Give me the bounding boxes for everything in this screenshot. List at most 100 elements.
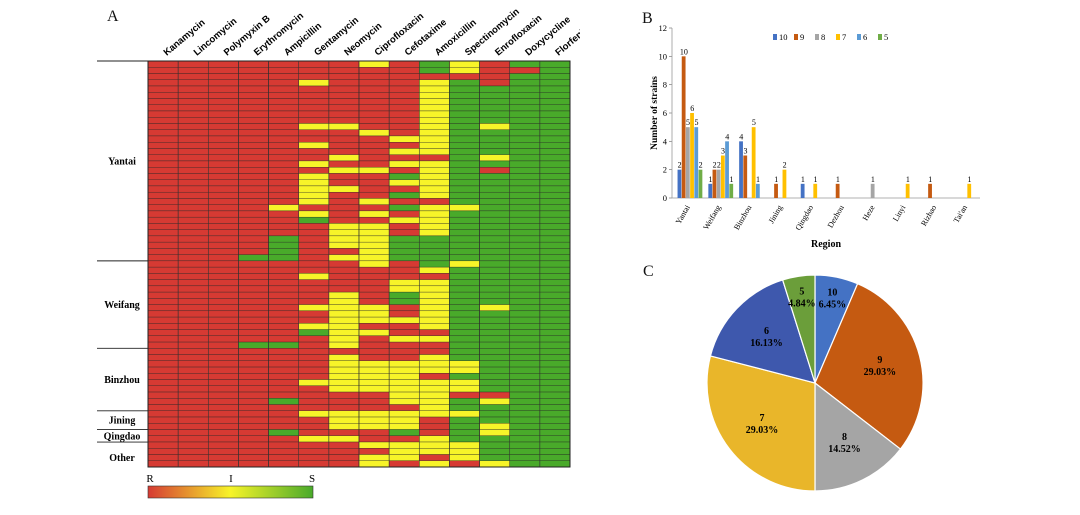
heatmap-cell: [238, 266, 269, 274]
heatmap-cell: [509, 441, 541, 449]
heatmap-cell: [298, 341, 330, 349]
heatmap-cell: [509, 104, 541, 112]
heatmap-cell: [539, 210, 571, 218]
heatmap-cell: [147, 291, 179, 299]
heatmap-cell: [358, 310, 390, 318]
heatmap-cell: [479, 373, 510, 380]
heatmap-cell: [358, 416, 390, 424]
heatmap-cell: [539, 148, 571, 155]
heatmap-cell: [358, 85, 390, 93]
heatmap-cell: [479, 416, 510, 424]
heatmap-cell: [479, 348, 510, 355]
heatmap-cell: [419, 441, 450, 449]
heatmap-cell: [419, 79, 450, 87]
heatmap-cell: [539, 216, 571, 224]
heatmap-cell: [208, 335, 239, 343]
heatmap-cell: [208, 260, 239, 268]
heatmap-cell: [328, 398, 360, 405]
heatmap-cell: [358, 241, 390, 249]
heatmap-cell: [328, 123, 360, 130]
heatmap-cell: [419, 335, 450, 343]
heatmap-cell: [208, 85, 239, 93]
heatmap-cell: [358, 448, 390, 455]
heatmap-cell: [449, 216, 480, 224]
heatmap-cell: [449, 117, 480, 124]
heatmap-cell: [539, 185, 571, 193]
heatmap-cell: [238, 354, 269, 361]
heatmap-cell: [449, 110, 480, 118]
heatmap-cell: [328, 291, 360, 299]
heatmap-cell: [388, 304, 420, 312]
heatmap-cell: [479, 85, 510, 93]
heatmap-cell: [298, 67, 330, 74]
heatmap-cell: [268, 329, 299, 337]
heatmap-cell: [147, 373, 179, 380]
heatmap-cell: [208, 160, 239, 168]
heatmap-cell: [147, 398, 179, 405]
legend-label: 9: [800, 32, 804, 42]
heatmap-cell: [358, 104, 390, 112]
heatmap-cell: [328, 266, 360, 274]
heatmap-cell: [177, 316, 209, 324]
heatmap-cell: [419, 241, 450, 249]
heatmap-cell: [358, 379, 390, 386]
heatmap-cell: [509, 329, 541, 337]
heatmap-cell: [238, 323, 269, 330]
heatmap-cell: [208, 60, 239, 68]
heatmap-cell: [208, 341, 239, 349]
region-label: Binzhou: [104, 375, 140, 386]
heatmap-cell: [539, 248, 571, 255]
heatmap-cell: [328, 235, 360, 243]
heatmap-cell: [388, 435, 420, 443]
heatmap-cell: [509, 160, 541, 168]
legend-swatch: [878, 34, 882, 40]
heatmap-cell: [449, 185, 480, 193]
heatmap-cell: [509, 73, 541, 80]
heatmap-cell: [328, 448, 360, 455]
heatmap-cell: [449, 73, 480, 80]
heatmap-cell: [509, 223, 541, 230]
heatmap-cell: [298, 241, 330, 249]
bar: [729, 183, 734, 198]
heatmap-cell: [177, 373, 209, 380]
heatmap-cell: [177, 410, 209, 418]
heatmap-cell: [177, 229, 209, 237]
heatmap-cell: [539, 379, 571, 386]
heatmap-cell: [328, 73, 360, 80]
heatmap-cell: [449, 92, 480, 99]
heatmap-cell: [208, 204, 239, 212]
heatmap-cell: [479, 379, 510, 386]
heatmap-cell: [208, 117, 239, 124]
heatmap-cell: [147, 167, 179, 174]
pie-percent-label: 6.45%: [819, 299, 847, 310]
heatmap-cell: [208, 67, 239, 74]
bar-value-label: 1: [928, 175, 932, 184]
heatmap-cell: [449, 260, 480, 268]
heatmap-cell: [147, 142, 179, 149]
heatmap-cell: [208, 223, 239, 230]
heatmap-cell: [328, 79, 360, 87]
heatmap-cell: [509, 148, 541, 155]
heatmap-cell: [479, 135, 510, 143]
heatmap-cell: [509, 173, 541, 180]
heatmap-cell: [328, 360, 360, 368]
heatmap-cell: [419, 60, 450, 68]
heatmap-cell: [419, 142, 450, 149]
legend-label: 7: [842, 32, 846, 42]
panel-c-label: C: [643, 263, 654, 280]
heatmap-cell: [479, 410, 510, 418]
heatmap-cell: [298, 254, 330, 262]
heatmap-cell: [539, 79, 571, 87]
heatmap-cell: [449, 304, 480, 312]
heatmap-cell: [388, 117, 420, 124]
heatmap-cell: [479, 423, 510, 430]
heatmap-cell: [388, 67, 420, 74]
heatmap-cell: [298, 135, 330, 143]
heatmap-cell: [479, 216, 510, 224]
heatmap-cell: [328, 160, 360, 168]
heatmap-cell: [479, 129, 510, 137]
heatmap-cell: [177, 92, 209, 99]
heatmap-cell: [268, 416, 299, 424]
heatmap-cell: [177, 310, 209, 318]
heatmap-cell: [328, 60, 360, 68]
